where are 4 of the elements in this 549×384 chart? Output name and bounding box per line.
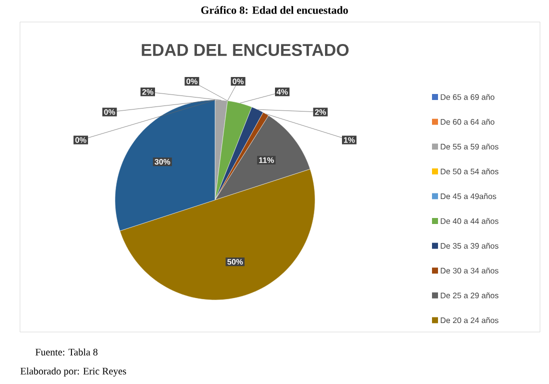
text: Elaborado por: Eric Reyes	[20, 367, 126, 377]
chart-title: Gráfico 8: Edad del encuestado	[201, 6, 348, 14]
chart-subtitle: EDAD DEL ENCUESTADO	[142, 44, 349, 56]
source-note: Fuente: Tabla 8	[35, 348, 98, 356]
